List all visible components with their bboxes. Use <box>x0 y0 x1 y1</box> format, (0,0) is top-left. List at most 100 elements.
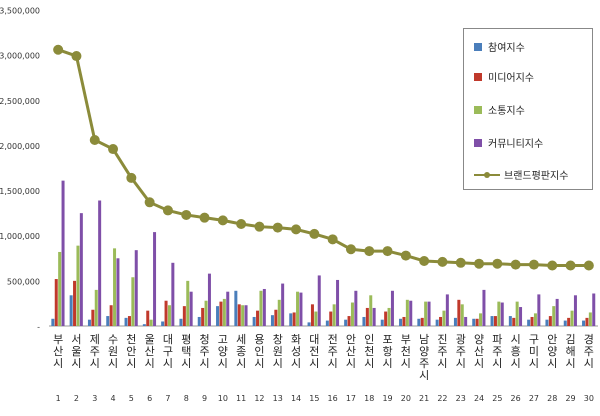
line-point-7 <box>162 205 173 216</box>
bar-4-15 <box>317 275 321 326</box>
x-rank-label: 29 <box>565 394 575 403</box>
line-point-12 <box>254 221 265 232</box>
y-tick-label: 1,000,000 <box>0 232 40 241</box>
bar-1-13 <box>270 315 274 326</box>
bar-3-26 <box>515 301 519 326</box>
line-point-20 <box>400 250 411 261</box>
x-rank-label: 12 <box>254 394 264 403</box>
bar-3-14 <box>296 291 300 326</box>
bar-3-24 <box>479 313 483 326</box>
x-rank-label: 11 <box>236 394 246 403</box>
line-point-10 <box>217 215 228 226</box>
bar-1-18 <box>362 316 366 326</box>
bar-2-18 <box>365 307 369 326</box>
bar-1-28 <box>545 319 549 326</box>
bar-4-12 <box>262 288 266 326</box>
y-tick-label: 2,000,000 <box>0 142 40 151</box>
legend-swatch-participation <box>474 42 482 51</box>
bar-2-25 <box>493 316 497 326</box>
y-tick-label: 3,000,000 <box>0 52 40 61</box>
bar-3-10 <box>222 298 226 326</box>
legend-swatch-communication <box>474 105 482 114</box>
bar-3-5 <box>131 277 135 326</box>
legend-label-brand-reputation: 브랜드평판지수 <box>504 171 569 182</box>
bar-3-23 <box>460 304 464 326</box>
bar-2-11 <box>237 304 241 326</box>
bar-4-27 <box>537 294 541 326</box>
bar-2-21 <box>420 317 424 326</box>
line-point-16 <box>327 234 338 245</box>
x-rank-label: 2 <box>74 394 79 403</box>
bar-2-4 <box>109 305 113 326</box>
y-tick-label: 1,500,000 <box>0 187 40 196</box>
bar-2-24 <box>475 318 479 326</box>
bar-3-29 <box>570 310 574 326</box>
bar-1-26 <box>508 316 512 326</box>
bar-4-20 <box>409 300 413 326</box>
bar-1-21 <box>417 318 421 326</box>
x-rank-label: 8 <box>184 394 189 403</box>
bar-3-20 <box>405 299 409 326</box>
legend-line-brand-reputation <box>474 171 500 179</box>
bar-1-6 <box>142 324 146 326</box>
bar-2-26 <box>512 317 516 326</box>
line-point-14 <box>291 224 302 235</box>
line-point-13 <box>272 222 283 233</box>
x-rank-label: 6 <box>147 394 152 403</box>
bar-4-3 <box>98 200 102 326</box>
bar-4-18 <box>372 307 376 326</box>
line-point-24 <box>474 258 485 269</box>
bar-1-15 <box>307 322 311 326</box>
bar-4-25 <box>500 302 504 326</box>
bar-1-17 <box>344 319 348 326</box>
bar-4-17 <box>354 290 358 326</box>
bar-4-21 <box>427 301 431 326</box>
x-rank-label: 18 <box>364 394 374 403</box>
bar-2-10 <box>219 301 223 326</box>
line-point-21 <box>419 255 430 266</box>
bar-1-3 <box>87 319 91 326</box>
legend-label-community: 커뮤니티지수 <box>488 139 544 150</box>
bar-4-2 <box>79 213 83 326</box>
legend-label-media: 미디어지수 <box>488 73 534 84</box>
bar-4-5 <box>134 250 138 326</box>
bar-2-12 <box>256 310 260 326</box>
bar-2-19 <box>384 311 388 326</box>
line-point-19 <box>382 246 393 257</box>
line-point-25 <box>492 258 503 269</box>
legend-swatch-media <box>474 72 482 81</box>
bar-1-22 <box>435 319 439 326</box>
bar-1-9 <box>197 316 201 326</box>
bar-3-4 <box>113 248 117 326</box>
legend-item-media: 미디어지수 <box>474 69 534 84</box>
bar-2-15 <box>310 304 314 326</box>
x-rank-label: 14 <box>291 394 301 403</box>
bar-1-24 <box>472 318 476 326</box>
bar-1-11 <box>234 290 238 326</box>
x-rank-label: 16 <box>328 394 338 403</box>
bar-4-11 <box>244 305 248 326</box>
line-point-11 <box>236 218 247 229</box>
line-point-29 <box>565 260 576 271</box>
legend-item-brand-reputation: 브랜드평판지수 <box>474 167 568 182</box>
bar-3-25 <box>497 301 501 326</box>
x-rank-label: 4 <box>111 394 116 403</box>
bar-2-8 <box>182 306 186 326</box>
bar-2-7 <box>164 300 168 326</box>
bar-1-23 <box>453 317 457 326</box>
y-tick-label: 500,000 <box>7 277 40 286</box>
bar-1-8 <box>179 318 183 326</box>
x-rank-label: 10 <box>218 394 228 403</box>
line-point-6 <box>144 197 155 208</box>
bar-1-4 <box>106 316 110 326</box>
